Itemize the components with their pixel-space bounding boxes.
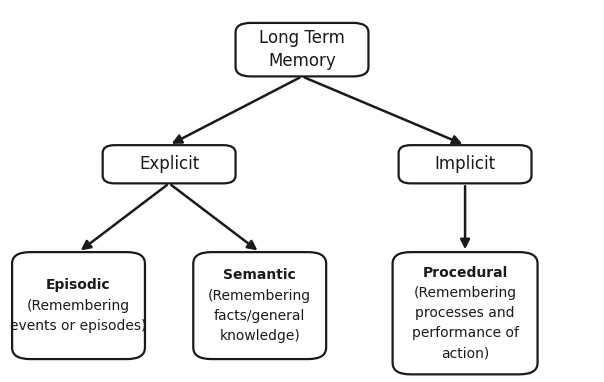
FancyBboxPatch shape	[393, 252, 538, 374]
Text: Long Term
Memory: Long Term Memory	[259, 29, 345, 70]
FancyBboxPatch shape	[193, 252, 326, 359]
Text: events or episodes): events or episodes)	[10, 319, 147, 333]
Text: action): action)	[441, 346, 489, 361]
Text: Semantic: Semantic	[223, 269, 296, 282]
Text: (Remembering: (Remembering	[414, 286, 516, 300]
Text: performance of: performance of	[411, 326, 519, 340]
FancyBboxPatch shape	[12, 252, 145, 359]
Text: (Remembering: (Remembering	[208, 288, 311, 303]
Text: facts/general: facts/general	[214, 309, 306, 323]
FancyBboxPatch shape	[399, 145, 532, 183]
Text: Episodic: Episodic	[47, 278, 111, 293]
Text: processes and: processes and	[416, 306, 515, 320]
FancyBboxPatch shape	[236, 23, 368, 76]
FancyBboxPatch shape	[103, 145, 236, 183]
Text: Explicit: Explicit	[139, 155, 199, 173]
Text: (Remembering: (Remembering	[27, 299, 130, 312]
Text: knowledge): knowledge)	[219, 329, 300, 343]
Text: Procedural: Procedural	[422, 266, 508, 280]
Text: Implicit: Implicit	[434, 155, 496, 173]
